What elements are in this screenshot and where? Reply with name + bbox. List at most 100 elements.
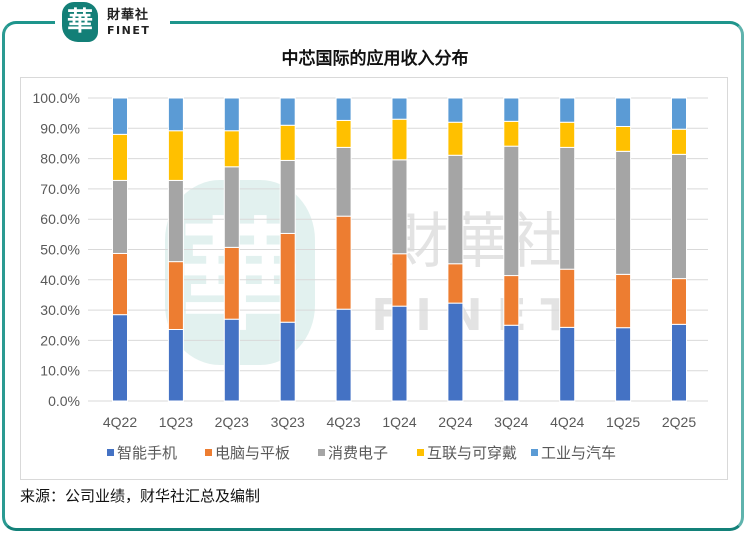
bar-segment: [615, 327, 632, 402]
x-tick-label: 2Q23: [215, 414, 249, 430]
y-tick-label: 20.0%: [40, 332, 80, 348]
bar-segment: [503, 275, 520, 326]
y-axis-labels: 0.0% 10.0% 20.0% 30.0% 40.0% 50.0% 60.0% 70.0% 8…: [33, 90, 80, 409]
bar-segment: [335, 215, 352, 310]
bar-stack-4Q22: [112, 97, 128, 402]
legend-swatch-icon: [107, 449, 114, 456]
bar-segment: [167, 130, 184, 181]
bar-segment: [391, 253, 408, 307]
bar-segment: [167, 97, 184, 132]
x-tick-label: 1Q24: [382, 414, 416, 430]
y-tick-label: 100.0%: [33, 90, 80, 106]
bar-segment: [112, 179, 128, 254]
bar-segment: [447, 121, 464, 156]
legend-swatch-icon: [531, 449, 538, 456]
legend-label: 智能手机: [117, 444, 177, 462]
bar-segment: [112, 133, 128, 181]
bar-segment: [391, 305, 408, 402]
watermark-seal-icon: [165, 180, 315, 365]
bar-segment: [335, 146, 352, 217]
bar-segment: [447, 154, 464, 265]
legend-label: 互联与可穿戴: [427, 444, 517, 462]
x-tick-label: 2Q24: [438, 414, 472, 430]
y-tick-label: 50.0%: [40, 242, 80, 258]
brand-name-en: FINET: [107, 24, 151, 37]
x-tick-label: 2Q25: [662, 414, 696, 430]
bar-segment: [167, 179, 184, 263]
bar-segment: [112, 252, 128, 316]
bar-segment: [391, 118, 408, 161]
bar-segment: [615, 97, 632, 127]
bar-segment: [223, 318, 240, 402]
bar-segment: [671, 278, 687, 325]
bar-segment: [503, 145, 520, 277]
bar-segment: [559, 326, 576, 402]
bar-stack-1Q25: [615, 97, 632, 402]
bar-segment: [671, 323, 687, 402]
bars: [112, 97, 687, 402]
y-tick-label: 10.0%: [40, 363, 80, 379]
x-tick-label: 4Q24: [550, 414, 584, 430]
chart-frame: [2, 21, 744, 531]
legend-label: 消费电子: [328, 444, 388, 462]
bar-segment: [279, 232, 296, 323]
bar-segment: [671, 97, 687, 130]
bar-segment: [335, 97, 352, 121]
chart-area: [20, 77, 728, 480]
legend-swatch-icon: [318, 449, 325, 456]
bar-stack-2Q25: [671, 97, 687, 402]
legend-item: 电脑与平板: [205, 444, 290, 462]
bar-segment: [671, 153, 687, 280]
source-note: 来源：公司业绩，财华社汇总及编制: [20, 487, 261, 505]
x-tick-label: 4Q23: [326, 414, 360, 430]
bar-segment: [223, 166, 240, 248]
x-tick-label: 1Q25: [606, 414, 640, 430]
legend: 智能手机 电脑与平板 消费电子 互联与可穿戴 工业与汽车: [107, 444, 616, 462]
x-axis-labels: 4Q22 1Q23 2Q23 3Q23 4Q23 1Q24 2Q24 3Q24 4Q24 1Q25…: [103, 414, 696, 430]
bar-segment: [503, 97, 520, 122]
bar-segment: [223, 130, 240, 168]
bar-segment: [671, 128, 687, 155]
bar-stack-2Q23: [223, 97, 240, 402]
watermark-cn: 財華社: [388, 207, 568, 277]
bar-stack-1Q23: [167, 97, 184, 402]
bar-segment: [167, 328, 184, 402]
bar-segment: [447, 97, 464, 123]
y-tick-label: 90.0%: [40, 120, 80, 136]
y-tick-label: 60.0%: [40, 211, 80, 227]
bar-stack-4Q23: [335, 97, 352, 402]
x-tick-label: 4Q22: [103, 414, 137, 430]
bar-segment: [223, 97, 240, 132]
bar-stack-4Q24: [559, 97, 576, 402]
legend-swatch-icon: [205, 449, 212, 456]
bar-stack-1Q24: [391, 97, 408, 402]
legend-item: 互联与可穿戴: [417, 444, 517, 462]
bar-segment: [503, 324, 520, 402]
bar-segment: [391, 97, 408, 120]
chart-title: 中芯国际的应用收入分布: [281, 49, 469, 69]
y-tick-label: 70.0%: [40, 181, 80, 197]
bar-segment: [167, 261, 184, 330]
bar-segment: [615, 273, 632, 329]
bar-segment: [279, 97, 296, 126]
legend-label: 工业与汽车: [541, 444, 616, 462]
bar-segment: [559, 268, 576, 328]
bar-segment: [391, 159, 408, 255]
bar-segment: [112, 314, 128, 402]
legend-swatch-icon: [417, 449, 424, 456]
y-tick-label: 80.0%: [40, 151, 80, 167]
x-tick-label: 3Q23: [271, 414, 305, 430]
y-tick-label: 0.0%: [48, 393, 80, 409]
bar-segment: [559, 146, 576, 270]
x-tick-label: 1Q23: [159, 414, 193, 430]
x-tick-label: 3Q24: [494, 414, 528, 430]
bar-segment: [447, 302, 464, 402]
legend-item: 智能手机: [107, 444, 177, 462]
legend-item: 消费电子: [318, 444, 388, 462]
bar-segment: [279, 159, 296, 234]
bar-segment: [559, 121, 576, 148]
bar-stack-2Q24: [447, 97, 464, 402]
bar-segment: [335, 119, 352, 148]
bar-segment: [279, 321, 296, 402]
